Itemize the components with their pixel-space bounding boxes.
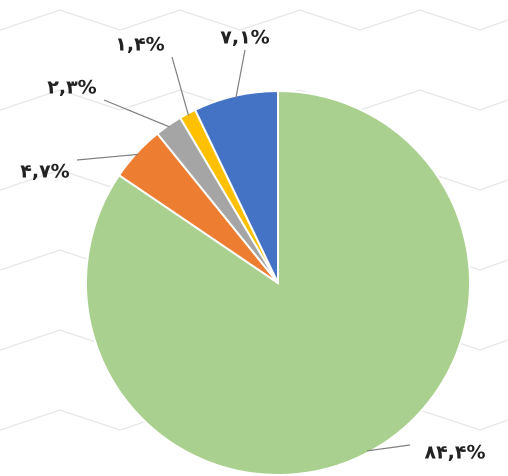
data-label: ۲,۳% [47,77,96,99]
leader-line [103,99,170,128]
data-label: ۴,۷% [20,161,69,183]
pie-slice [193,89,279,284]
leader-line [235,49,246,98]
leader-line [171,56,190,116]
data-label: ۱,۴% [115,34,164,56]
pie-slice [85,89,471,476]
leader-line [366,444,411,452]
leader-line [76,153,139,161]
data-label: ۸۴,۴% [424,442,485,464]
data-label: ۷,۱% [220,27,269,49]
